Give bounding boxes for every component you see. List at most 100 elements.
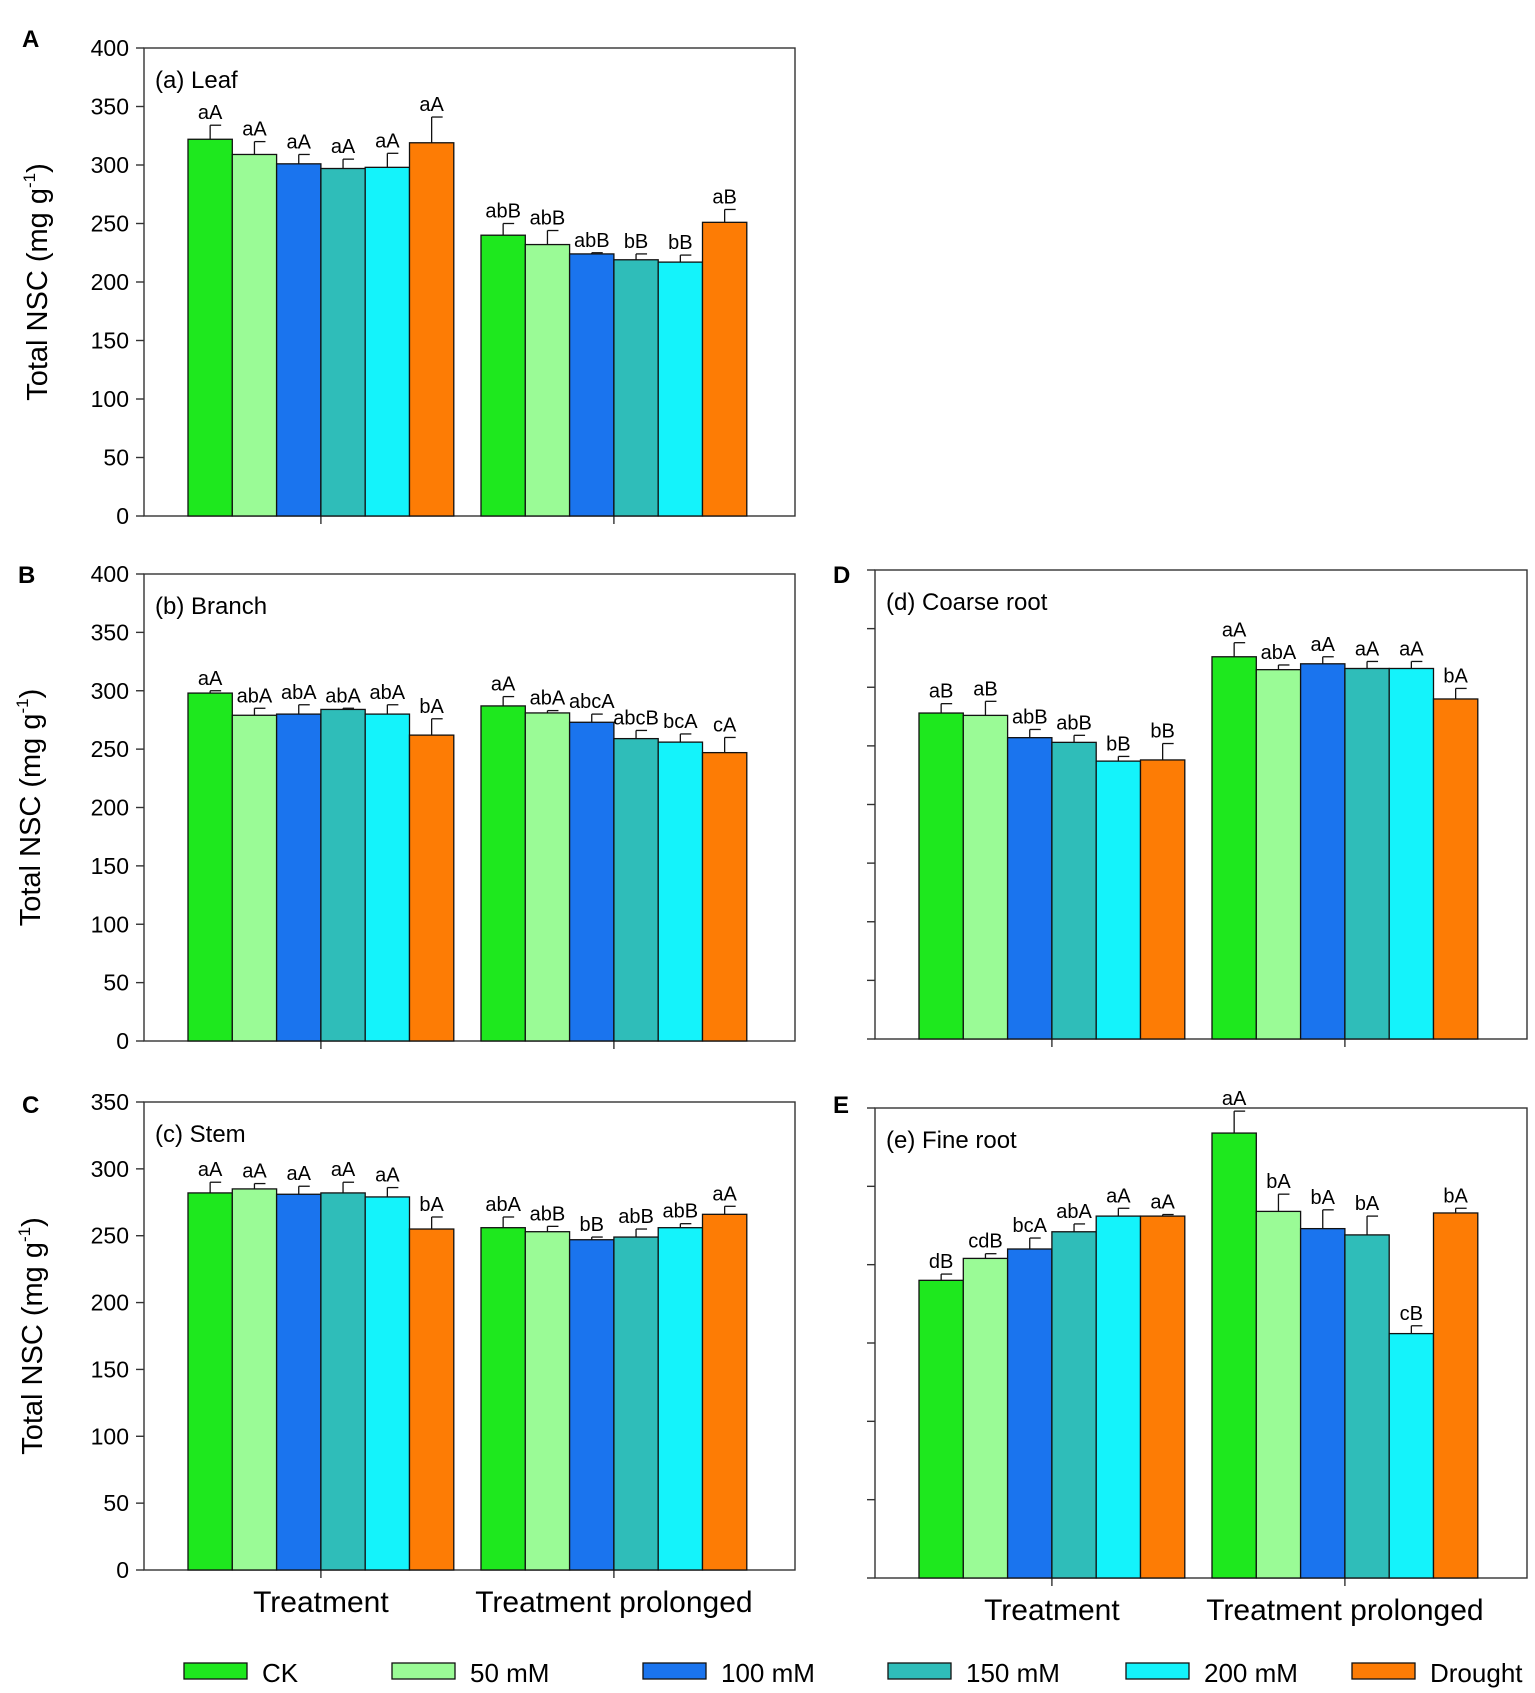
significance-label: aA xyxy=(287,131,312,153)
significance-label: abA xyxy=(370,682,406,704)
significance-label: abcB xyxy=(613,707,659,729)
significance-label: aA xyxy=(198,102,223,124)
significance-label: aB xyxy=(973,678,997,700)
significance-label: aA xyxy=(1106,1185,1131,1207)
significance-label: bcA xyxy=(1013,1215,1048,1237)
significance-label: abcA xyxy=(569,691,615,713)
bar-150-mm-treatment xyxy=(320,1192,366,1571)
panel-title: (a) Leaf xyxy=(155,67,238,94)
significance-label: bA xyxy=(1355,1193,1380,1215)
legend-label: Drought xyxy=(1430,1658,1523,1688)
bar-150-mm-prolonged xyxy=(613,259,659,517)
significance-label: abB xyxy=(1012,706,1048,728)
bar-200-mm-treatment xyxy=(364,1196,411,1571)
significance-label: bB xyxy=(1150,721,1174,743)
y-axis-label: Total NSC (mg g-1) xyxy=(20,163,54,401)
y-tick-label: 400 xyxy=(91,35,129,61)
legend-label: 100 mM xyxy=(721,1658,815,1688)
y-tick-label: 50 xyxy=(103,445,129,471)
bar-drought-treatment xyxy=(1139,1215,1186,1579)
bar-200-mm-prolonged xyxy=(657,261,704,517)
y-tick-label: 400 xyxy=(91,561,129,587)
legend-label: 200 mM xyxy=(1204,1658,1298,1688)
significance-label: aA xyxy=(1399,638,1424,660)
bar-100-mm-treatment xyxy=(275,713,322,1042)
panel-letter: B xyxy=(18,562,35,589)
y-tick-label: 300 xyxy=(91,152,129,178)
y-tick-label: 150 xyxy=(91,328,129,354)
bar-150-mm-prolonged xyxy=(1344,667,1390,1040)
significance-label: bB xyxy=(668,232,692,254)
y-tick-label: 50 xyxy=(103,1490,129,1516)
significance-label: abA xyxy=(281,682,317,704)
significance-label: abB xyxy=(1056,712,1092,734)
legend-swatch xyxy=(1125,1662,1190,1680)
x-category-label: Treatment prolonged xyxy=(475,1586,752,1619)
panel-d: D (d) Coarse root aB aB abB abB bB bB aA abA aA aA a… xyxy=(833,562,1528,1047)
y-tick-label: 0 xyxy=(116,1028,129,1054)
significance-label: aA xyxy=(198,1159,223,1181)
significance-label: aA xyxy=(242,119,267,141)
bar-ck-treatment xyxy=(187,1192,233,1571)
y-tick-label: 200 xyxy=(91,795,129,821)
legend-label: 50 mM xyxy=(470,1658,549,1688)
significance-label: abB xyxy=(618,1206,654,1228)
bar-100-mm-treatment xyxy=(275,163,322,517)
bar-ck-prolonged xyxy=(1211,1132,1257,1579)
significance-label: cdB xyxy=(968,1231,1002,1253)
significance-label: bB xyxy=(580,1214,604,1236)
panel-b: B 0 50 100 150 200 250 300 350 400 Total NSC (mg g… xyxy=(13,561,796,1054)
significance-label: aA xyxy=(1222,620,1247,642)
bar-200-mm-prolonged xyxy=(657,741,704,1042)
x-category-label: Treatment xyxy=(253,1586,389,1619)
significance-label: aA xyxy=(419,94,444,116)
y-tick-label: 300 xyxy=(91,678,129,704)
significance-label: bA xyxy=(1443,1185,1468,1207)
bar-50-mm-treatment xyxy=(962,714,1009,1040)
significance-label: abB xyxy=(663,1201,699,1223)
y-tick-label: 200 xyxy=(91,269,129,295)
bar-ck-prolonged xyxy=(480,1227,526,1571)
significance-label: cB xyxy=(1400,1303,1423,1325)
bar-drought-treatment xyxy=(1139,759,1186,1040)
bar-200-mm-treatment xyxy=(364,713,411,1042)
bar-drought-treatment xyxy=(408,142,455,517)
bar-150-mm-treatment xyxy=(320,708,366,1042)
bar-100-mm-treatment xyxy=(275,1193,322,1571)
bar-50-mm-prolonged xyxy=(1255,669,1302,1040)
bar-150-mm-prolonged xyxy=(613,1236,659,1571)
legend-swatch xyxy=(1351,1662,1416,1680)
significance-label: aA xyxy=(242,1161,267,1183)
legend-label: 150 mM xyxy=(966,1658,1060,1688)
bar-200-mm-prolonged xyxy=(1388,1332,1435,1579)
significance-label: aA xyxy=(375,130,400,152)
y-tick-label: 0 xyxy=(116,503,129,529)
bar-ck-prolonged xyxy=(480,705,526,1042)
legend-swatch xyxy=(391,1662,456,1680)
y-tick-label: 300 xyxy=(91,1156,129,1182)
y-tick-label: 250 xyxy=(91,1223,129,1249)
significance-label: abB xyxy=(530,208,566,230)
bar-ck-treatment xyxy=(918,712,964,1040)
significance-label: aA xyxy=(1311,634,1336,656)
significance-label: aA xyxy=(331,1159,356,1181)
y-tick-label: 250 xyxy=(91,736,129,762)
bar-150-mm-treatment xyxy=(1051,1231,1097,1579)
significance-label: aA xyxy=(198,668,223,690)
significance-label: bA xyxy=(1266,1171,1291,1193)
panel-title: (c) Stem xyxy=(155,1121,246,1148)
y-tick-label: 150 xyxy=(91,1356,129,1382)
significance-label: aA xyxy=(712,1183,737,1205)
bar-200-mm-treatment xyxy=(1095,1215,1142,1579)
significance-label: bB xyxy=(624,231,648,253)
significance-label: aB xyxy=(929,681,953,703)
y-tick-label: 250 xyxy=(91,211,129,237)
significance-label: abB xyxy=(485,201,521,223)
plot-frame xyxy=(143,1101,796,1571)
bar-drought-treatment xyxy=(408,1228,455,1571)
y-axis-label: Total NSC (mg g-1) xyxy=(15,1217,49,1455)
significance-label: cA xyxy=(713,714,737,736)
bar-ck-prolonged xyxy=(1211,656,1257,1040)
y-axis-label: Total NSC (mg g-1) xyxy=(13,689,47,927)
